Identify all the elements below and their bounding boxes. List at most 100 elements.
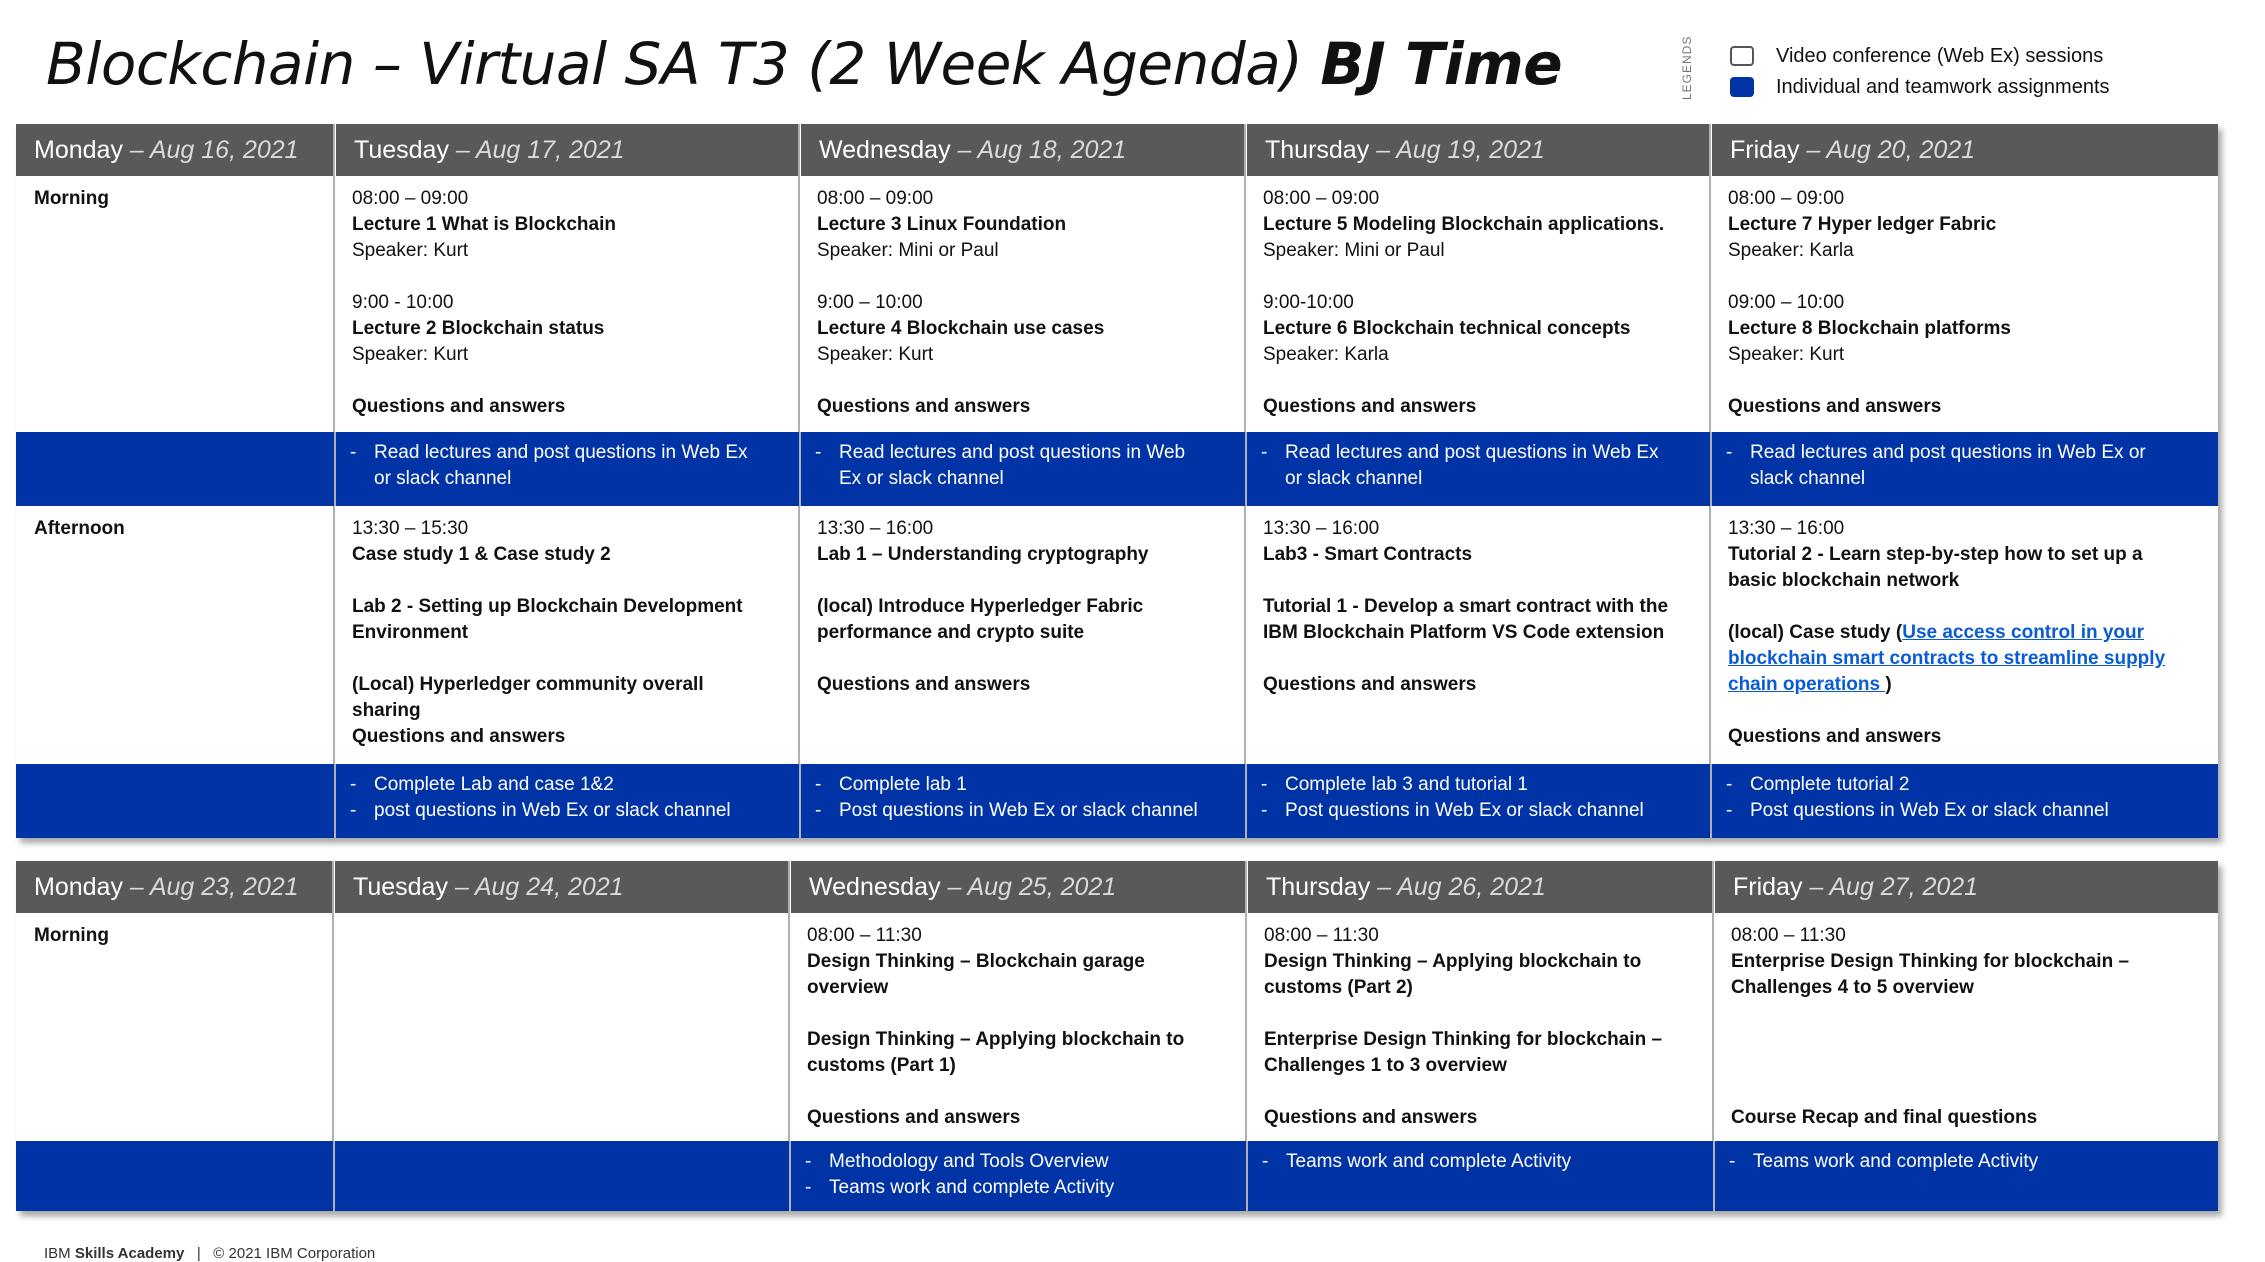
course-recap: Course Recap and final questions <box>1731 1107 2038 1128</box>
day-date: – Aug 25, 2021 <box>947 872 1117 901</box>
session-time: 09:00 – 10:00 <box>1728 292 1845 313</box>
assignment-item-cont: Ex or slack channel <box>839 468 1004 489</box>
assignment-item: Post questions in Web Ex or slack channe… <box>815 798 1235 824</box>
footer: IBM Skills Academy | © 2021 IBM Corporat… <box>44 1245 375 1262</box>
assignment-item: Post questions in Web Ex or slack channe… <box>1726 798 2208 824</box>
row-label-morning: Morning <box>34 925 109 946</box>
day-header-friday: Friday – Aug 20, 2021 <box>1710 124 2218 176</box>
lecture-title: Lecture 3 Linux Foundation <box>817 214 1067 235</box>
assignment-thursday-morning: Read lectures and post questions in Web … <box>1245 432 1710 506</box>
page-title: Blockchain – Virtual SA T3 (2 Week Agend… <box>46 30 1563 98</box>
session-wednesday-morning: 08:00 – 11:30 Design Thinking – Blockcha… <box>789 913 1246 1131</box>
questions-and-answers: Questions and answers <box>1263 396 1477 417</box>
day-header-thursday: Thursday – Aug 26, 2021 <box>1246 861 1713 913</box>
session-title: Challenges 4 to 5 overview <box>1731 977 1974 998</box>
session-title: sharing <box>352 700 421 721</box>
assignment-wednesday-afternoon: Complete lab 1 Post questions in Web Ex … <box>799 764 1245 838</box>
session-title: Tutorial 2 - Learn step-by-step how to s… <box>1728 544 2143 565</box>
questions-and-answers: Questions and answers <box>352 726 566 747</box>
session-time: 08:00 – 11:30 <box>1731 925 1846 946</box>
session-time: 9:00-10:00 <box>1263 292 1354 313</box>
session-tuesday-morning: 08:00 – 09:00 Lecture 1 What is Blockcha… <box>334 176 799 420</box>
session-time: 9:00 – 10:00 <box>817 292 923 313</box>
assignment-thursday: Teams work and complete Activity <box>1246 1141 1713 1211</box>
session-time: 08:00 – 09:00 <box>1728 188 1845 209</box>
assignment-item: Complete tutorial 2 <box>1726 772 2208 798</box>
day-date: – Aug 17, 2021 <box>455 135 625 164</box>
case-study-link[interactable]: blockchain smart contracts to streamline… <box>1728 648 2166 669</box>
lecture-title: Lecture 7 Hyper ledger Fabric <box>1728 214 1997 235</box>
session-title: performance and crypto suite <box>817 622 1085 643</box>
session-time: 08:00 – 09:00 <box>817 188 934 209</box>
day-name: Monday <box>34 135 123 164</box>
legend-item-video: Video conference (Web Ex) sessions <box>1730 42 2103 70</box>
day-date: – Aug 19, 2021 <box>1376 135 1545 164</box>
assignment-tuesday-morning: Read lectures and post questions in Web … <box>334 432 799 506</box>
speaker: Speaker: Kurt <box>352 344 469 365</box>
assignment-item: Complete lab 3 and tutorial 1 <box>1261 772 1700 798</box>
legend-label: Video conference (Web Ex) sessions <box>1776 44 2104 67</box>
assignment-item-cont: or slack channel <box>374 468 512 489</box>
session-title: Lab 1 – Understanding cryptography <box>817 544 1149 565</box>
day-name: Wednesday <box>809 872 941 901</box>
session-title: Challenges 1 to 3 overview <box>1264 1055 1507 1076</box>
legend-tag: LEGENDS <box>1680 35 1694 101</box>
day-name: Wednesday <box>819 135 951 164</box>
footer-copyright: © 2021 IBM Corporation <box>213 1245 376 1262</box>
session-time: 08:00 – 11:30 <box>807 925 922 946</box>
session-friday-morning: 08:00 – 11:30 Enterprise Design Thinking… <box>1713 913 2218 1131</box>
case-study-link[interactable]: chain operations <box>1728 674 1886 695</box>
assignment-item: Complete Lab and case 1&2 <box>350 772 789 798</box>
day-date: – Aug 16, 2021 <box>129 135 299 164</box>
session-title: Enterprise Design Thinking for blockchai… <box>1264 1029 1663 1050</box>
column-divider <box>788 861 790 1211</box>
day-date: – Aug 26, 2021 <box>1377 872 1546 901</box>
day-header-friday: Friday – Aug 27, 2021 <box>1713 861 2218 913</box>
legend-item-assignments: Individual and teamwork assignments <box>1730 73 2110 101</box>
week2-schedule: Monday – Aug 23, 2021 Tuesday – Aug 24, … <box>16 861 2218 1211</box>
speaker: Speaker: Mini or Paul <box>817 240 999 261</box>
assignment-item-cont: or slack channel <box>1285 468 1423 489</box>
session-thursday-morning: 08:00 – 11:30 Design Thinking – Applying… <box>1246 913 1713 1131</box>
speaker: Speaker: Karla <box>1728 240 1854 261</box>
assignment-band-label <box>16 432 334 506</box>
day-date: – Aug 20, 2021 <box>1806 135 1976 164</box>
session-title: Enterprise Design Thinking for blockchai… <box>1731 951 2130 972</box>
session-title: (Local) Hyperledger community overall <box>352 674 704 695</box>
assignment-item: Post questions in Web Ex or slack channe… <box>1261 798 1700 824</box>
session-time: 13:30 – 16:00 <box>1263 518 1380 539</box>
day-name: Thursday <box>1265 135 1370 164</box>
day-date: – Aug 27, 2021 <box>1809 872 1979 901</box>
lecture-title: Lecture 5 Modeling Blockchain applicatio… <box>1263 214 1665 235</box>
day-header-thursday: Thursday – Aug 19, 2021 <box>1245 124 1710 176</box>
week1-schedule: Monday – Aug 16, 2021 Tuesday – Aug 17, … <box>16 124 2218 838</box>
speaker: Speaker: Mini or Paul <box>1263 240 1445 261</box>
day-date: – Aug 18, 2021 <box>957 135 1127 164</box>
session-title: overview <box>807 977 889 998</box>
session-wednesday-afternoon: 13:30 – 16:00 Lab 1 – Understanding cryp… <box>799 506 1245 698</box>
session-time: 08:00 – 09:00 <box>352 188 469 209</box>
assignment-thursday-afternoon: Complete lab 3 and tutorial 1 Post quest… <box>1245 764 1710 838</box>
assignment-item: Methodology and Tools Overview <box>805 1149 1236 1175</box>
day-name: Thursday <box>1266 872 1371 901</box>
session-time: 9:00 - 10:00 <box>352 292 454 313</box>
lecture-title: Lecture 1 What is Blockchain <box>352 214 616 235</box>
lecture-title: Lecture 2 Blockchain status <box>352 318 605 339</box>
lecture-title: Lecture 4 Blockchain use cases <box>817 318 1105 339</box>
assignment-item: Complete lab 1 <box>815 772 1235 798</box>
column-divider <box>1245 861 1247 1211</box>
day-header-wednesday: Wednesday – Aug 25, 2021 <box>789 861 1246 913</box>
day-header-monday: Monday – Aug 16, 2021 <box>16 124 334 176</box>
blue-swatch-icon <box>1730 77 1754 97</box>
session-title: Design Thinking – Applying blockchain to <box>1264 951 1642 972</box>
lecture-title: Lecture 8 Blockchain platforms <box>1728 318 2011 339</box>
session-title: customs (Part 1) <box>807 1055 956 1076</box>
row-label-afternoon: Afternoon <box>34 518 125 539</box>
case-study-link[interactable]: Use access control in your <box>1902 622 2145 643</box>
assignment-friday-morning: Read lectures and post questions in Web … <box>1710 432 2218 506</box>
session-time: 13:30 – 16:00 <box>817 518 934 539</box>
session-title: Tutorial 1 - Develop a smart contract wi… <box>1263 596 1669 617</box>
questions-and-answers: Questions and answers <box>1264 1107 1478 1128</box>
case-study: (local) Case study (Use access control i… <box>1728 620 2206 646</box>
session-title: Case study 1 & Case study 2 <box>352 544 611 565</box>
